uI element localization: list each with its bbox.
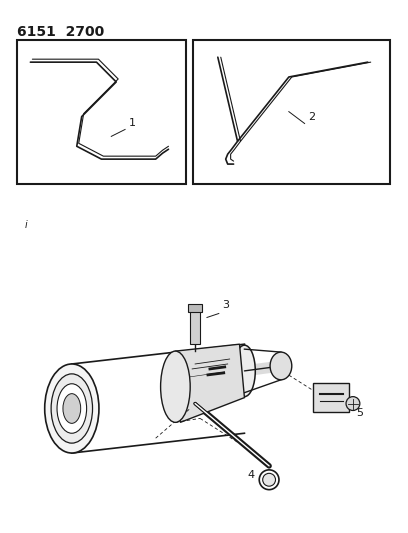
- Ellipse shape: [57, 384, 86, 433]
- Text: 4: 4: [247, 470, 255, 480]
- Polygon shape: [175, 344, 244, 422]
- Ellipse shape: [259, 470, 279, 490]
- Bar: [190, 310, 200, 344]
- Ellipse shape: [63, 394, 81, 423]
- FancyBboxPatch shape: [313, 383, 349, 413]
- Ellipse shape: [45, 364, 99, 453]
- Text: 6151  2700: 6151 2700: [17, 25, 104, 38]
- Text: 2: 2: [308, 111, 316, 122]
- Text: i: i: [24, 221, 27, 230]
- Text: 5: 5: [356, 408, 363, 418]
- Ellipse shape: [51, 374, 93, 443]
- Bar: [188, 304, 202, 311]
- Ellipse shape: [263, 473, 275, 486]
- Ellipse shape: [161, 351, 190, 422]
- Ellipse shape: [346, 397, 360, 410]
- Ellipse shape: [234, 345, 255, 397]
- Text: 1: 1: [129, 118, 136, 128]
- Bar: [17, 41, 186, 184]
- Bar: [193, 41, 390, 184]
- Text: 3: 3: [222, 300, 229, 310]
- Ellipse shape: [270, 352, 292, 380]
